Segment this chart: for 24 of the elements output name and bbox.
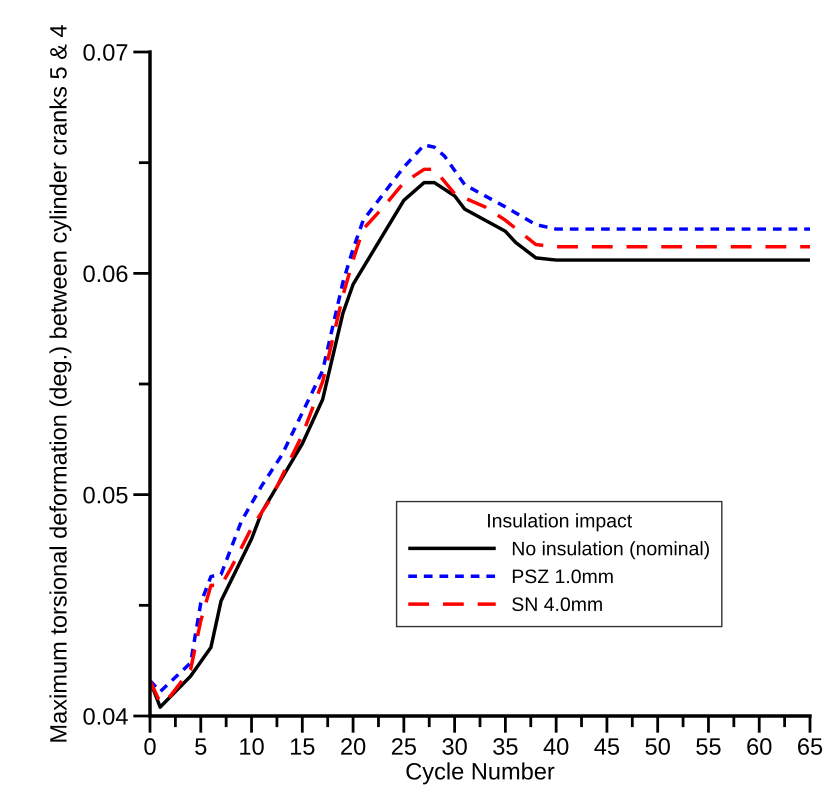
y-tick-label: 0.06 (83, 265, 128, 282)
x-tick-label: 25 (392, 738, 416, 755)
x-tick-label: 60 (747, 738, 772, 755)
x-tick-label: 20 (341, 738, 366, 755)
x-tick-label: 65 (798, 738, 822, 755)
y-tick-label: 0.05 (83, 486, 128, 504)
x-tick-label: 10 (240, 738, 264, 755)
legend-title: Insulation impact (488, 513, 632, 532)
x-tick-label: 55 (696, 738, 721, 755)
legend-label: No insulation (nominal) (512, 541, 709, 560)
x-tick-label: 40 (544, 738, 568, 755)
x-tick-label: 45 (594, 738, 620, 755)
x-tick-label: 5 (195, 738, 206, 755)
y-axis-title: Maximum torsional deformation (deg.) between cylinder cranks 5 & 4 (49, 25, 72, 742)
legend-label: PSZ 1.0mm (512, 569, 613, 584)
x-tick-label: 0 (144, 738, 156, 755)
x-tick-label: 30 (442, 738, 467, 755)
x-tick-label: 35 (493, 738, 518, 755)
y-tick-label: 0.04 (83, 708, 128, 725)
x-axis-title: Cycle Number (406, 762, 554, 784)
x-tick-label: 50 (646, 738, 670, 755)
y-tick-label: 0.07 (83, 44, 128, 61)
x-tick-label: 15 (290, 738, 314, 755)
legend-label: SN 4.0mm (512, 597, 602, 612)
